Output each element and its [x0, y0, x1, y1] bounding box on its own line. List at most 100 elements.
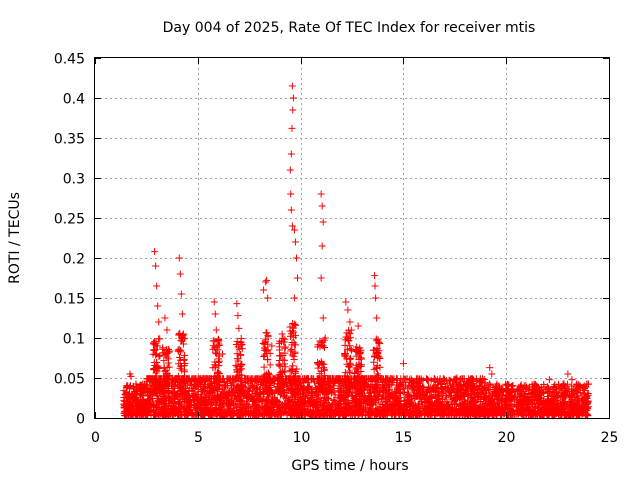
y-axis-label: ROTI / TECUs [7, 192, 23, 284]
x-tick-label: 20 [498, 430, 516, 446]
data-point [233, 300, 241, 308]
data-point [371, 282, 379, 290]
data-point [488, 370, 496, 378]
data-point [294, 274, 302, 282]
data-point [314, 364, 322, 372]
data-point [321, 401, 329, 409]
data-point [212, 326, 220, 334]
data-point [445, 388, 453, 396]
data-point [346, 318, 354, 326]
data-point [255, 396, 263, 404]
data-point [234, 400, 242, 408]
data-point [176, 270, 184, 278]
data-point [354, 322, 362, 330]
data-point [318, 242, 326, 250]
data-point [163, 326, 171, 334]
data-point [331, 391, 339, 399]
data-point [288, 124, 296, 132]
data-point [486, 380, 494, 388]
data-point [188, 386, 196, 394]
data-point [569, 387, 577, 395]
data-point [151, 248, 159, 256]
data-point [233, 337, 241, 345]
data-point [191, 401, 199, 409]
data-point [330, 397, 338, 405]
data-point [178, 310, 186, 318]
data-point [253, 384, 261, 392]
data-point [373, 314, 381, 322]
data-point [161, 314, 169, 322]
y-tick-label: 0.2 [63, 252, 85, 268]
data-point [568, 376, 576, 384]
data-point [486, 364, 494, 372]
y-tick-label: 0.3 [63, 172, 85, 188]
data-point [474, 395, 482, 403]
data-point [288, 82, 296, 90]
data-point [342, 391, 350, 399]
x-tick-label: 0 [91, 430, 100, 446]
data-point [344, 306, 352, 314]
data-point [234, 312, 242, 320]
x-tick-label: 10 [293, 430, 311, 446]
data-point [275, 356, 283, 364]
data-point [479, 375, 487, 383]
data-point [545, 376, 553, 384]
data-point [405, 389, 413, 397]
data-point [517, 381, 525, 389]
data-point [154, 302, 162, 310]
data-markers [120, 82, 592, 420]
x-tick-label: 5 [194, 430, 203, 446]
data-point [291, 238, 299, 246]
data-point [343, 401, 351, 409]
data-point [389, 376, 397, 384]
y-tick-label: 0.15 [54, 292, 85, 308]
y-tick-label: 0.05 [54, 372, 85, 388]
data-point [235, 324, 243, 332]
data-point [561, 398, 569, 406]
data-point [289, 106, 297, 114]
data-point [261, 397, 269, 405]
data-point [319, 218, 327, 226]
data-point [171, 384, 179, 392]
data-point [371, 272, 379, 280]
data-point [263, 276, 271, 284]
y-tick-label: 0.25 [54, 212, 85, 228]
data-point [439, 375, 447, 383]
data-point [155, 318, 163, 326]
grid-lines [95, 58, 609, 418]
data-point [152, 262, 160, 270]
data-point [151, 388, 159, 396]
data-point [372, 294, 380, 302]
data-point [175, 254, 183, 262]
data-point [287, 150, 295, 158]
y-tick-label: 0 [76, 412, 85, 428]
data-point [260, 286, 268, 294]
data-point [408, 394, 416, 402]
data-point [428, 394, 436, 402]
data-point [194, 405, 202, 413]
data-point [260, 363, 268, 371]
data-point [262, 278, 270, 286]
data-point [287, 190, 295, 198]
data-point [342, 298, 350, 306]
data-point [318, 202, 326, 210]
data-point [419, 390, 427, 398]
data-point [478, 390, 486, 398]
data-point [238, 345, 246, 353]
data-point [290, 294, 298, 302]
y-tick-label: 0.45 [54, 52, 85, 68]
data-point [317, 274, 325, 282]
data-point [211, 310, 219, 318]
chart-title: Day 004 of 2025, Rate Of TEC Index for r… [163, 20, 536, 36]
data-point [177, 290, 185, 298]
data-point [297, 403, 305, 411]
data-point [564, 370, 572, 378]
data-point [287, 206, 295, 214]
x-tick-label: 25 [601, 430, 619, 446]
data-point [313, 391, 321, 399]
y-tick-label: 0.35 [54, 132, 85, 148]
y-tick-label: 0.1 [63, 332, 85, 348]
data-point [153, 282, 161, 290]
data-point [210, 298, 218, 306]
data-point [531, 381, 539, 389]
